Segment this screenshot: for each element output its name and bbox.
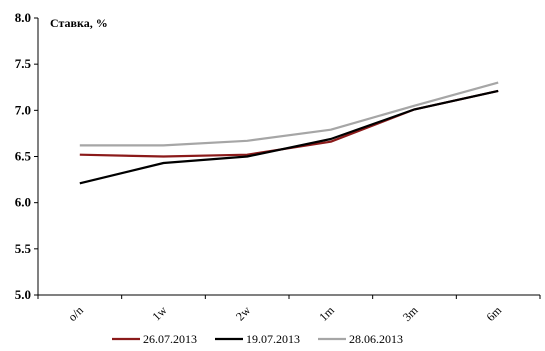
series-line-28.06.2013 (79, 81, 499, 147)
series-line-19.07.2013 (79, 89, 499, 185)
x-tick-label: 6m (484, 303, 505, 324)
y-tick-label: 7.5 (15, 56, 32, 71)
x-tick-label: 2w (233, 303, 254, 324)
y-tick-label: 7.0 (15, 102, 31, 117)
x-tick-label: 1w (149, 303, 170, 324)
legend-label: 28.06.2013 (349, 332, 403, 346)
legend: 26.07.2013 19.07.2013 28.06.2013 (112, 332, 403, 346)
x-tick-label: 3m (400, 303, 421, 324)
axes: 5.0 5.5 6.0 6.5 7.0 7.5 8.0 o/n 1w 2w 1m 3m 6m (15, 10, 541, 324)
legend-label: 26.07.2013 (143, 332, 197, 346)
series-layer (79, 81, 499, 185)
x-tick-label: 1m (316, 303, 337, 324)
y-tick-label: 6.0 (15, 195, 31, 210)
y-tick-label: 6.5 (15, 149, 32, 164)
legend-label: 19.07.2013 (246, 332, 300, 346)
y-tick-label: 5.0 (15, 287, 31, 302)
y-tick-label: 8.0 (15, 10, 31, 25)
x-tick-label: o/n (65, 303, 86, 324)
y-tick-label: 5.5 (15, 241, 32, 256)
y-axis-label: Ставка, % (50, 16, 108, 30)
